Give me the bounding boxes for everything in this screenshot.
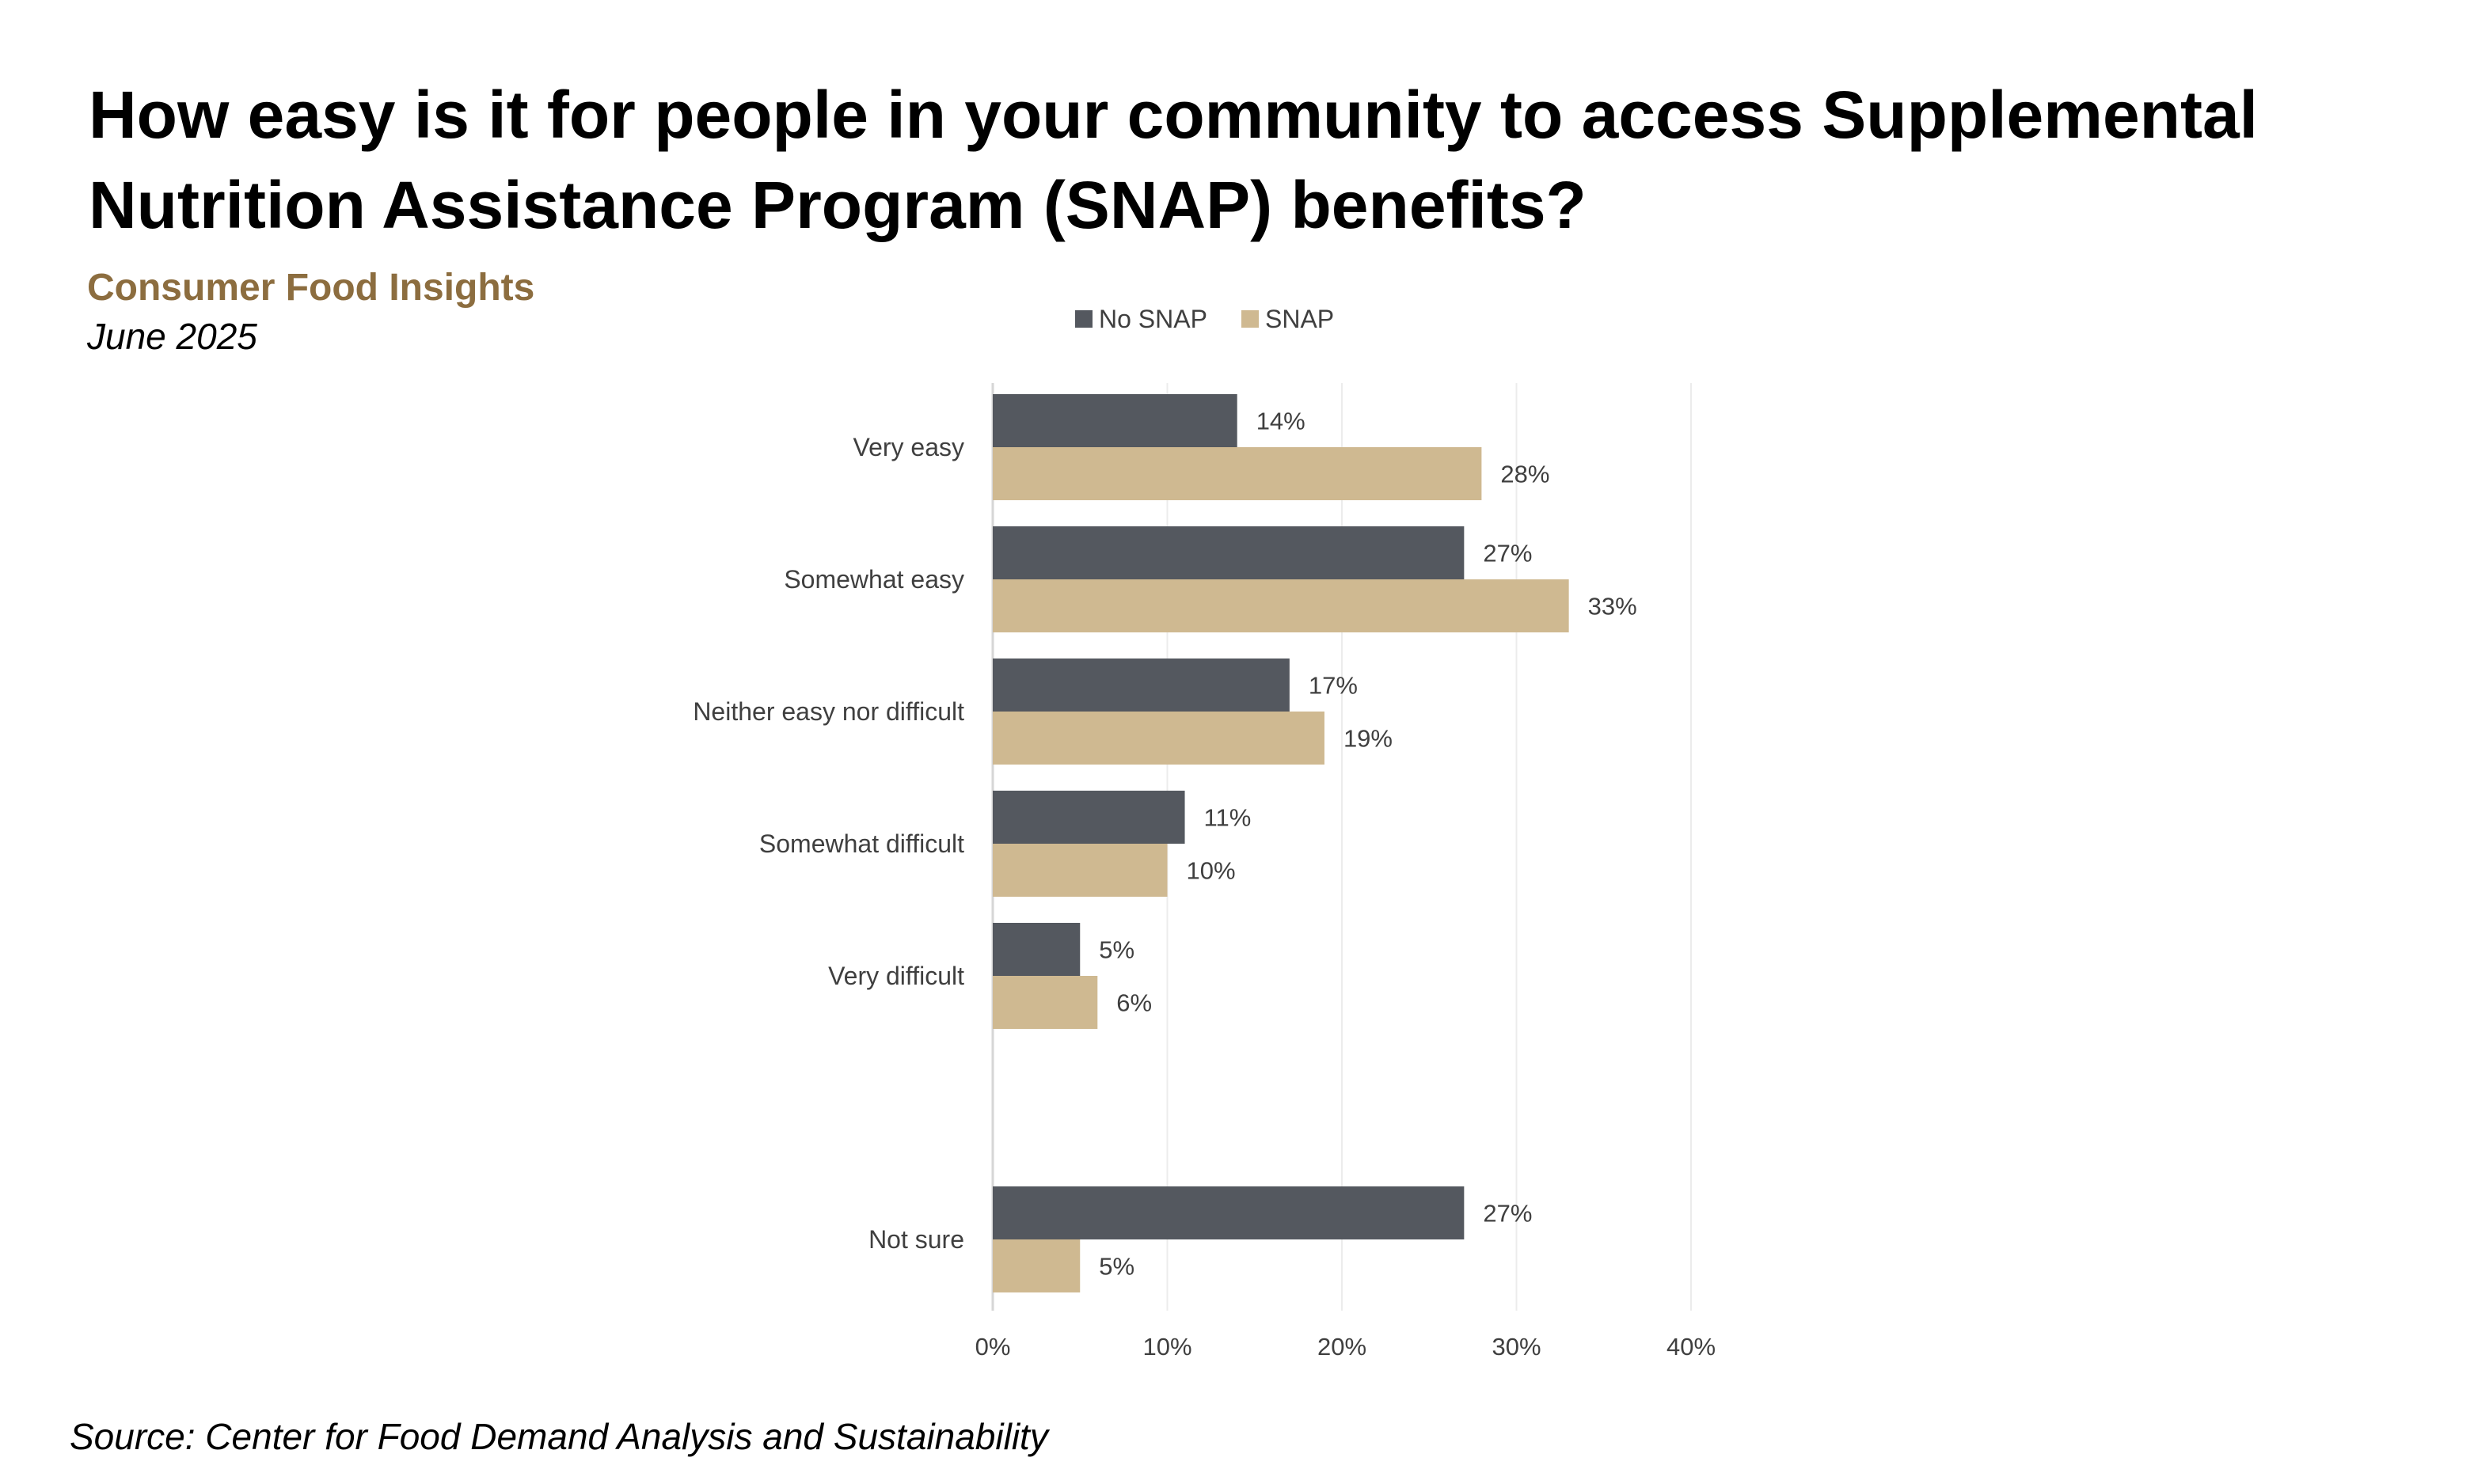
category-labels: Very easy Somewhat easy Neither easy nor d…: [693, 433, 964, 1254]
x-tick-label: 40%: [1666, 1333, 1716, 1361]
data-label: 10%: [1187, 857, 1236, 885]
data-label: 33%: [1588, 593, 1637, 621]
category-label: Very easy: [853, 433, 964, 461]
bar: [993, 712, 1324, 765]
bar: [993, 1239, 1081, 1292]
bar: [993, 791, 1185, 844]
legend-label: No SNAP: [1099, 305, 1207, 333]
data-label: 17%: [1309, 672, 1358, 700]
data-label: 28%: [1500, 461, 1549, 488]
category-label: Somewhat difficult: [759, 829, 964, 858]
data-label: 19%: [1343, 725, 1393, 753]
category-label: Neither easy nor difficult: [693, 697, 964, 726]
category-label: Very difficult: [828, 962, 964, 990]
x-tick-label: 20%: [1317, 1333, 1366, 1361]
data-label: 27%: [1483, 540, 1532, 567]
bar: [993, 447, 1482, 500]
data-label: 5%: [1099, 936, 1134, 964]
x-tick-label: 10%: [1142, 1333, 1191, 1361]
data-label: 5%: [1099, 1253, 1134, 1281]
bars: [993, 394, 1569, 1292]
legend: No SNAP SNAP: [1075, 305, 1334, 333]
data-label: 11%: [1204, 804, 1252, 832]
bar: [993, 923, 1081, 976]
bar: [993, 976, 1098, 1029]
chart-date: June 2025: [87, 316, 257, 357]
data-labels: 14% 28% 27% 33% 17% 19% 11% 10% 5% 6% 27% 5%: [1099, 408, 1636, 1281]
bar: [993, 1186, 1465, 1239]
bar: [993, 579, 1569, 632]
data-label: 6%: [1116, 989, 1152, 1017]
x-tick-label: 0%: [975, 1333, 1011, 1361]
x-tick-label: 30%: [1492, 1333, 1541, 1361]
data-label: 27%: [1483, 1200, 1532, 1228]
chart-title: How easy is it for people in your commun…: [89, 78, 2259, 242]
category-label: Somewhat easy: [784, 565, 964, 594]
x-tick-labels: 0% 10% 20% 30% 40%: [975, 1333, 1716, 1361]
data-label: 14%: [1256, 408, 1305, 435]
chart-subtitle: Consumer Food Insights: [87, 267, 535, 309]
category-label: Not sure: [868, 1225, 964, 1254]
gridlines: [1166, 383, 1692, 1311]
legend-swatch: [1075, 310, 1093, 328]
legend-swatch: [1241, 310, 1259, 328]
source-note: Source: Center for Food Demand Analysis …: [70, 1416, 1048, 1457]
bar: [993, 526, 1465, 579]
bar: [993, 844, 1168, 897]
legend-label: SNAP: [1265, 305, 1334, 333]
bar: [993, 394, 1237, 447]
bar: [993, 659, 1290, 712]
